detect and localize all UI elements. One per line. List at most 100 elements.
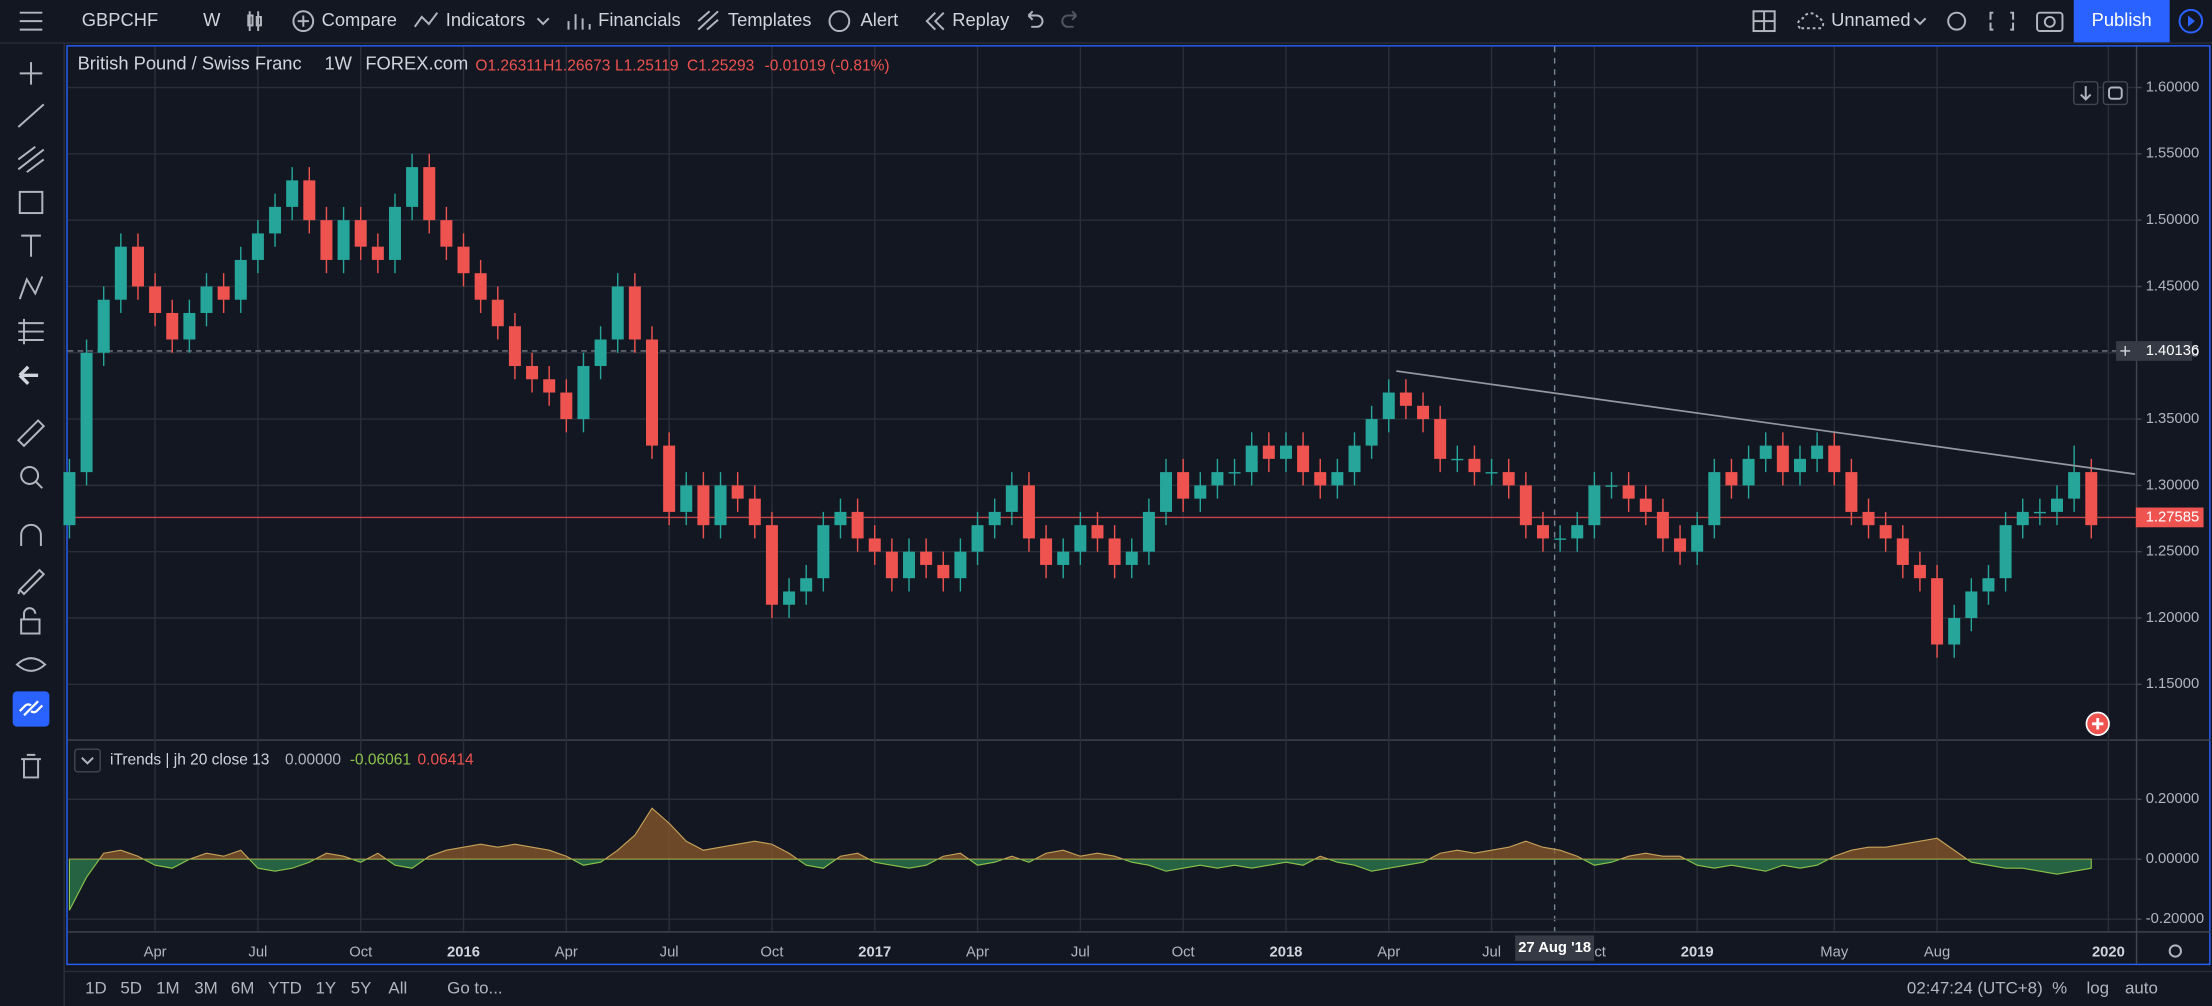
candle-body (1348, 445, 1361, 473)
y-tick-label: 1.15000 (2146, 676, 2199, 692)
dropdown-arrow[interactable] (536, 17, 550, 26)
trend-line-tool[interactable] (17, 103, 45, 128)
y-tick-label: 0.00000 (2146, 851, 2199, 867)
goto-button[interactable]: Go to... (447, 979, 502, 998)
templates-button[interactable]: Templates (728, 9, 812, 30)
reset-icon (2108, 86, 2123, 100)
scroll-icon (2080, 86, 2092, 101)
shape-tool[interactable] (18, 190, 44, 215)
play-icon (2188, 15, 2196, 27)
candle-body (971, 525, 984, 552)
candle-body (406, 167, 419, 207)
candle-body (1022, 485, 1035, 539)
range-button[interactable]: 5Y (351, 979, 372, 998)
plot: Apr Jul Oct 2016 Apr Jul Oct 2017 Apr Jul Oct 2018 A… (63, 46, 2204, 961)
replay-play-button[interactable] (2178, 8, 2204, 34)
lock-tool[interactable] (20, 618, 41, 635)
candle-body (1982, 578, 1995, 592)
indicator-value: 0.06414 (418, 752, 474, 769)
x-tick-label: Oct (1172, 944, 1195, 960)
reset-button[interactable] (2102, 81, 2129, 106)
candle-body (1228, 472, 1241, 474)
legend-interval: 1W (324, 53, 352, 74)
candle-body (337, 220, 350, 260)
replay-button[interactable]: Replay (952, 9, 1010, 30)
ruler-tool[interactable] (16, 419, 46, 448)
crosshair-label-box (1515, 935, 1595, 961)
pattern-tool[interactable] (18, 276, 44, 300)
candle-body (354, 220, 367, 247)
candle-body (1468, 458, 1481, 473)
candle-body (1656, 511, 1669, 539)
candle-body (508, 326, 521, 367)
compare-button[interactable]: Compare (322, 9, 397, 30)
candle-body (1674, 538, 1687, 552)
fullscreen-icon[interactable] (1989, 11, 2015, 31)
indicators-icon[interactable] (413, 12, 439, 28)
alert-button[interactable]: Alert (861, 9, 899, 30)
x-tick-label: Oct (760, 944, 783, 960)
cloud-icon (1797, 12, 1825, 30)
layout-name[interactable]: Unnamed (1831, 9, 1910, 30)
crosshair-tool[interactable] (19, 62, 43, 85)
publish-button[interactable] (2073, 0, 2170, 43)
alert-icon[interactable] (828, 10, 851, 33)
candle-body (920, 551, 933, 565)
price-label: 1.27585 (2146, 509, 2199, 525)
undo-icon[interactable] (1027, 10, 1044, 28)
redo-icon[interactable] (1061, 10, 1078, 28)
magnet-tool[interactable] (20, 523, 42, 547)
text-tool[interactable] (21, 234, 41, 257)
financials-icon[interactable] (567, 14, 591, 30)
collapse-button[interactable] (74, 748, 101, 773)
candle-body (131, 246, 144, 287)
settings-icon[interactable] (2168, 944, 2182, 958)
candle-body (1879, 525, 1892, 539)
symbol[interactable]: GBPCHF (82, 9, 158, 30)
range-button[interactable]: 1Y (316, 979, 337, 998)
candle-body (1896, 538, 1909, 565)
candle-body (1708, 472, 1721, 526)
range-button[interactable]: All (388, 979, 407, 998)
legend-high: H1.26673 (543, 57, 610, 74)
candle-body (1862, 511, 1875, 526)
fib-tool[interactable] (17, 145, 45, 173)
candle-body (457, 246, 470, 274)
draw-mode-tool[interactable] (17, 568, 46, 596)
range-button[interactable]: 5D (120, 979, 142, 998)
range-button[interactable]: 1D (85, 979, 107, 998)
range-button[interactable]: 6M (231, 979, 254, 998)
candle-body (1365, 419, 1378, 446)
hide-tool[interactable] (15, 657, 47, 672)
percent-toggle[interactable]: % (2052, 979, 2067, 998)
candle-body (166, 312, 179, 340)
log-toggle[interactable]: log (2086, 979, 2109, 998)
candle-body (286, 180, 299, 207)
interval[interactable]: W (203, 9, 221, 30)
range-button[interactable]: YTD (268, 979, 302, 998)
candle-body (423, 167, 436, 221)
compare-icon[interactable] (292, 10, 315, 33)
dropdown-arrow[interactable] (1913, 17, 1927, 26)
financials-button[interactable]: Financials (598, 9, 681, 30)
prediction-tool[interactable] (18, 318, 44, 345)
range-button[interactable]: 1M (156, 979, 179, 998)
auto-toggle[interactable]: auto (2125, 979, 2158, 998)
icon-tool[interactable] (18, 365, 39, 385)
candle-body (63, 472, 76, 526)
x-tick-label: Apr (144, 944, 167, 960)
range-button[interactable]: 3M (194, 979, 217, 998)
chart-style-icon[interactable] (247, 11, 262, 32)
indicators-button[interactable]: Indicators (446, 9, 525, 30)
replay-icon[interactable] (925, 12, 945, 31)
settings-icon[interactable] (1947, 11, 1967, 31)
candle-body (1279, 445, 1292, 459)
candle-body (954, 551, 967, 579)
zoom-tool[interactable] (20, 466, 40, 485)
templates-icon[interactable] (697, 10, 719, 31)
menu-button[interactable] (19, 11, 43, 31)
snapshot-icon[interactable] (2036, 11, 2064, 33)
candle-body (149, 286, 162, 313)
candle-body (1434, 419, 1447, 459)
remove-tool[interactable] (21, 753, 41, 779)
